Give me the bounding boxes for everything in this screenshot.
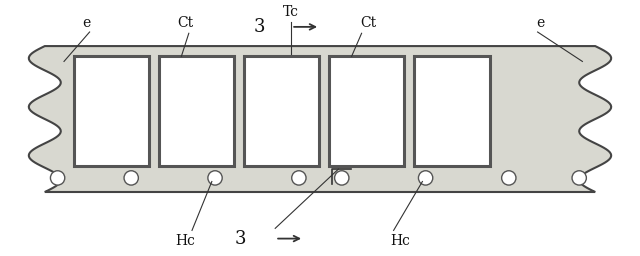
- Text: Tc: Tc: [283, 5, 300, 18]
- Text: e: e: [537, 16, 545, 30]
- Circle shape: [124, 171, 138, 185]
- Text: 3: 3: [254, 18, 266, 36]
- Text: Hc: Hc: [390, 234, 410, 248]
- Bar: [329, 56, 404, 166]
- Polygon shape: [29, 46, 611, 192]
- Circle shape: [292, 171, 306, 185]
- Bar: [244, 56, 319, 166]
- Circle shape: [502, 171, 516, 185]
- Text: Ct: Ct: [177, 16, 194, 30]
- Bar: [159, 56, 234, 166]
- Text: 3: 3: [235, 230, 246, 248]
- Text: e: e: [83, 16, 90, 30]
- Text: Ct: Ct: [360, 16, 376, 30]
- Circle shape: [572, 171, 586, 185]
- Text: Hc: Hc: [175, 234, 196, 248]
- Bar: [74, 56, 149, 166]
- Circle shape: [208, 171, 222, 185]
- Circle shape: [335, 171, 349, 185]
- Circle shape: [51, 171, 65, 185]
- Circle shape: [419, 171, 433, 185]
- Bar: [414, 56, 490, 166]
